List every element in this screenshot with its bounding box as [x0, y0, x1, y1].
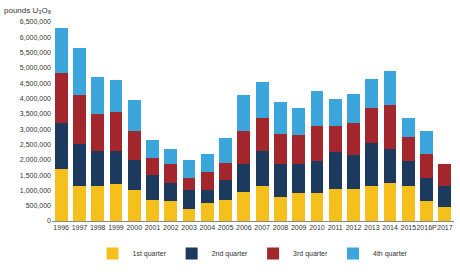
svg-text:1,000,000: 1,000,000 — [20, 187, 51, 194]
svg-text:2015: 2015 — [401, 224, 417, 231]
svg-text:2010: 2010 — [309, 224, 325, 231]
svg-text:2,500,000: 2,500,000 — [20, 141, 51, 148]
svg-text:1998: 1998 — [90, 224, 106, 231]
svg-text:2012: 2012 — [346, 224, 362, 231]
svg-text:2011: 2011 — [328, 224, 343, 231]
svg-text:1,500,000: 1,500,000 — [20, 172, 51, 179]
svg-text:2003: 2003 — [181, 224, 197, 231]
svg-text:2016P: 2016P — [416, 224, 437, 231]
svg-text:3,500,000: 3,500,000 — [20, 110, 51, 117]
svg-text:3rd quarter: 3rd quarter — [293, 250, 328, 258]
svg-text:4th quarter: 4th quarter — [373, 250, 408, 258]
svg-text:4,000,000: 4,000,000 — [20, 95, 51, 102]
svg-text:6,000,000: 6,000,000 — [20, 34, 51, 41]
svg-text:2,000,000: 2,000,000 — [20, 156, 51, 163]
svg-text:2013: 2013 — [364, 224, 380, 231]
svg-text:2000: 2000 — [126, 224, 142, 231]
svg-text:2001: 2001 — [145, 224, 161, 231]
svg-text:pounds U₃O₈: pounds U₃O₈ — [4, 6, 51, 15]
svg-text:1st quarter: 1st quarter — [133, 250, 167, 258]
svg-text:0: 0 — [47, 217, 51, 224]
svg-text:3,000,000: 3,000,000 — [20, 126, 51, 133]
svg-text:4,500,000: 4,500,000 — [20, 80, 51, 87]
svg-text:5,500,000: 5,500,000 — [20, 49, 51, 56]
svg-text:2002: 2002 — [163, 224, 179, 231]
svg-text:2006: 2006 — [236, 224, 252, 231]
svg-text:2nd quarter: 2nd quarter — [212, 250, 248, 258]
svg-text:2009: 2009 — [291, 224, 307, 231]
svg-text:2007: 2007 — [254, 224, 270, 231]
svg-text:6,500,000: 6,500,000 — [20, 18, 51, 25]
svg-text:500,000: 500,000 — [26, 202, 51, 209]
svg-text:5,000,000: 5,000,000 — [20, 64, 51, 71]
svg-text:2005: 2005 — [218, 224, 234, 231]
svg-text:1999: 1999 — [108, 224, 124, 231]
svg-text:2008: 2008 — [273, 224, 289, 231]
svg-text:1997: 1997 — [72, 224, 88, 231]
svg-text:2014: 2014 — [382, 224, 398, 231]
svg-text:1996: 1996 — [53, 224, 69, 231]
svg-text:2004: 2004 — [200, 224, 216, 231]
svg-text:2017: 2017 — [437, 224, 453, 231]
